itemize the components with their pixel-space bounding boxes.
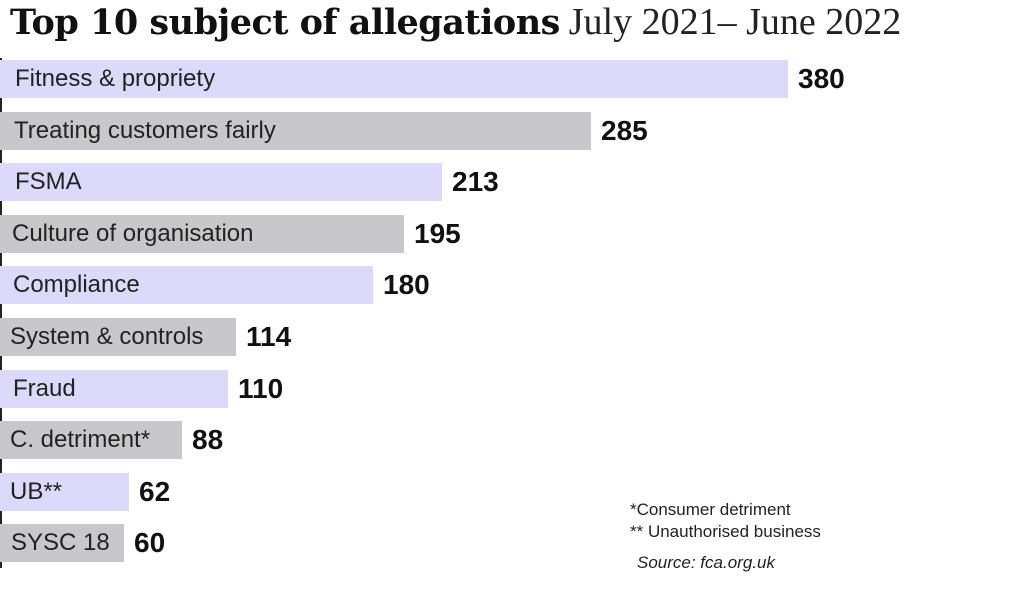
bar-value-label: 114 <box>246 321 292 352</box>
bar <box>0 473 129 511</box>
bar-category-label: Culture of organisation <box>12 220 254 247</box>
bar <box>0 163 442 201</box>
bar-category-label: FSMA <box>15 168 82 195</box>
bar <box>0 215 404 253</box>
bar-value-label: 110 <box>238 373 284 404</box>
bar-value-label: 180 <box>383 269 430 300</box>
bar-value-label: 195 <box>414 218 461 249</box>
bar <box>0 421 182 459</box>
bar-category-label: SYSC 18 <box>11 529 110 556</box>
source-note: Source: fca.org.uk <box>637 553 775 572</box>
bar-category-label: UB** <box>10 478 63 505</box>
bar-value-label: 213 <box>452 166 499 197</box>
bar-value-label: 60 <box>134 527 166 558</box>
bar <box>0 318 236 356</box>
bar <box>0 112 591 150</box>
bar-value-label: 88 <box>192 424 224 455</box>
bar-category-label: Compliance <box>13 271 140 298</box>
bar-category-label: Fraud <box>13 375 76 402</box>
category-axis-line <box>0 58 2 568</box>
bar-value-label: 62 <box>139 476 171 507</box>
footnote-unauthorised-business: ** Unauthorised business <box>630 522 821 541</box>
title-main: Top 10 subject of allegations <box>10 2 560 43</box>
bar-value-label: 285 <box>601 115 648 146</box>
chart-title: Top 10 subject of allegations July 2021–… <box>10 0 901 45</box>
bar-value-label: 380 <box>798 63 845 94</box>
bar <box>0 524 124 562</box>
bar <box>0 370 228 408</box>
title-period: July 2021– June 2022 <box>568 1 902 43</box>
bar-category-label: Fitness & propriety <box>15 65 216 92</box>
bar-category-label: Treating customers fairly <box>14 117 276 144</box>
bar <box>0 266 373 304</box>
bar <box>0 60 788 98</box>
bar-category-label: System & controls <box>10 323 204 350</box>
bar-category-label: C. detriment* <box>10 426 151 453</box>
footnote-consumer-detriment: *Consumer detriment <box>630 500 791 519</box>
